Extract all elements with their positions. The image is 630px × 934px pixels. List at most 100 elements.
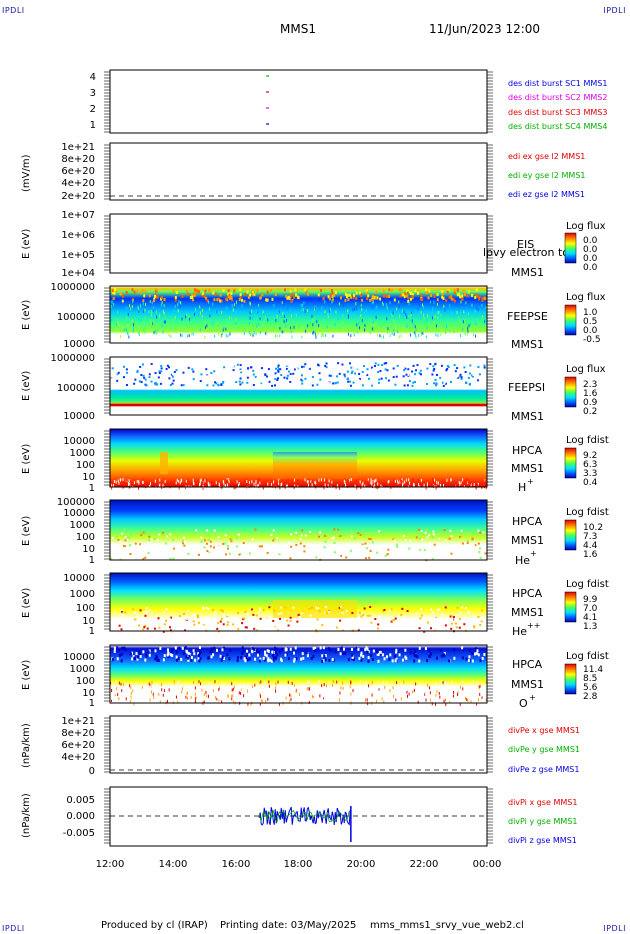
hpca-hepp-colorbar — [564, 591, 577, 623]
hpca-hepp-cbar-tick: 7.0 — [583, 604, 598, 614]
edi-legend-ey: edi ey gse l2 MMS1 — [508, 171, 586, 180]
hpca-hepp-ytick: 1000 — [70, 589, 95, 600]
panel-hpca-he: 100000 10000 1000 100 10 1 E (eV) HPCA M… — [21, 497, 609, 567]
dist-ytick-1: 1 — [90, 120, 96, 131]
hpca-h-ytick: 100 — [76, 460, 95, 471]
divpe-legend-y: divPe y gse MMS1 — [508, 745, 580, 754]
eis-spacecraft: MMS1 — [511, 266, 544, 279]
edi-ytick: 4e+20 — [61, 178, 95, 189]
panel-edi: 1e+21 8e+20 6e+20 4e+20 2e+20 0 (mV/m) e… — [21, 142, 586, 202]
hpca-h-spacecraft: MMS1 — [511, 462, 544, 475]
hpca-hepp-instrument: HPCA — [512, 587, 543, 600]
divpi-ytick: 0.000 — [66, 811, 95, 822]
hpca-he-ytick: 10000 — [63, 508, 95, 519]
hpca-he-ytick: 1 — [89, 555, 95, 566]
hpca-o-ytick: 10 — [82, 688, 95, 699]
eis-cbar-tick: 0.0 — [583, 245, 598, 255]
dist-ytick-3: 3 — [90, 88, 96, 99]
hpca-he-cbar-tick: 7.3 — [583, 532, 597, 542]
hpca-o-cbar-title: Log fdist — [566, 651, 609, 662]
hpca-he-ytick: 100000 — [57, 497, 95, 508]
feepsi-ylabel: E (eV) — [21, 371, 32, 401]
feepse-ytick: 1000000 — [50, 282, 95, 293]
edi-legend-ez: edi ez gse l2 MMS1 — [508, 190, 585, 199]
hpca-he-spectrogram — [110, 500, 487, 560]
corner-label-top-left: IPDLI — [2, 6, 25, 15]
hpca-o-cbar-tick: 5.6 — [583, 683, 598, 693]
time-tick: 14:00 — [159, 859, 188, 870]
feepsi-cbar-tick: 2.3 — [583, 380, 597, 390]
dist-ytick-2: 2 — [90, 104, 96, 115]
dist-legend-sc1: des dist burst SC1 MMS1 — [508, 79, 607, 88]
hpca-hepp-ylabel: E (eV) — [21, 588, 32, 618]
hpca-o-spacecraft: MMS1 — [511, 678, 544, 691]
hpca-hepp-ytick: 10 — [82, 616, 95, 627]
hpca-h-charge: + — [527, 477, 534, 486]
divpe-ytick: 8e+20 — [61, 728, 95, 739]
hpca-he-cbar-tick: 10.2 — [583, 523, 603, 533]
dist-legend-sc4: des dist burst SC4 MMS4 — [508, 122, 607, 131]
panel-hpca-o: 10000 1000 100 10 1 E (eV) HPCA MMS1 O +… — [21, 644, 609, 710]
hpca-h-instrument: HPCA — [512, 444, 543, 457]
feepsi-colorbar — [564, 376, 577, 408]
hpca-o-instrument: HPCA — [512, 658, 543, 671]
divpe-ytick: 6e+20 — [61, 740, 95, 751]
divpe-ytick: 1e+21 — [61, 716, 95, 727]
feepsi-spacecraft: MMS1 — [511, 410, 544, 423]
eis-colorbar — [564, 232, 577, 264]
divpe-legend-x: divPe x gse MMS1 — [508, 726, 580, 735]
spacecraft-title: MMS1 — [280, 22, 316, 36]
eis-ylabel: E (eV) — [21, 229, 32, 259]
feepse-instrument: FEEPSE — [507, 310, 548, 323]
hpca-he-colorbar — [564, 519, 577, 551]
divpe-legend-z: divPe z gse MMS1 — [508, 765, 579, 774]
feepse-cbar-tick: 0.5 — [583, 317, 597, 327]
hpca-he-ytick: 10 — [82, 544, 95, 555]
feepse-cbar-title: Log flux — [566, 292, 606, 303]
corner-label-top-right: IPDLI — [603, 6, 626, 15]
feepsi-spectrogram — [110, 357, 487, 415]
hpca-o-cbar-tick: 2.8 — [583, 692, 598, 702]
feepse-cbar-tick: 1.0 — [583, 308, 598, 318]
hpca-h-ytick: 1 — [89, 483, 95, 494]
hpca-hepp-ytick: 100 — [76, 603, 95, 614]
corner-label-bottom-right: IPDLI — [603, 924, 626, 933]
feepse-spacecraft: MMS1 — [511, 338, 544, 351]
eis-ytick: 1e+06 — [61, 230, 95, 241]
eis-ytick: 1e+04 — [61, 268, 95, 279]
eis-cbar-tick: 0.0 — [583, 263, 598, 273]
hpca-h-cbar-tick: 9.2 — [583, 451, 597, 461]
hpca-he-charge: + — [530, 549, 537, 558]
feepsi-cbar-tick: 1.6 — [583, 389, 598, 399]
hpca-o-ytick: 10000 — [63, 652, 95, 663]
eis-ytick: 1e+07 — [61, 210, 95, 221]
eis-overlay-text: lpvy electron to — [483, 246, 569, 259]
hpca-he-species: He — [515, 554, 530, 567]
hpca-h-cbar-tick: 0.4 — [583, 478, 598, 488]
divpi-legend-z: divPi z gse MMS1 — [508, 836, 577, 845]
time-tick: 00:00 — [473, 859, 502, 870]
divpe-ytick: 0 — [89, 766, 95, 777]
footer-printing-date: Printing date: 03/May/2025 — [220, 920, 357, 931]
divpi-ylabel: (nPa/km) — [21, 793, 32, 838]
time-tick: 12:00 — [96, 859, 125, 870]
hpca-o-colorbar — [564, 663, 577, 695]
divpe-ylabel: (nPa/km) — [21, 723, 32, 768]
hpca-he-spacecraft: MMS1 — [511, 534, 544, 547]
hpca-h-cbar-title: Log fdist — [566, 435, 609, 446]
divpi-legend-x: divPi x gse MMS1 — [508, 798, 577, 807]
hpca-h-ytick: 10000 — [63, 436, 95, 447]
panel-divpi: 0.005 0.000 -0.005 (nPa/km) divPi x gse … — [21, 786, 577, 847]
hpca-hepp-ytick: 10000 — [63, 573, 95, 584]
feepse-spectrogram — [110, 286, 487, 343]
eis-cbar-title: Log flux — [566, 221, 606, 232]
edi-ytick: 2e+20 — [61, 191, 95, 202]
feepse-ytick: 10000 — [63, 339, 95, 350]
hpca-he-ytick: 100 — [76, 532, 95, 543]
edi-ytick: 1e+21 — [61, 142, 95, 153]
hpca-h-cbar-tick: 6.3 — [583, 460, 597, 470]
footer-script: mms_mms1_srvy_vue_web2.cl — [370, 920, 524, 931]
divpe-ytick: 4e+20 — [61, 752, 95, 763]
hpca-h-colorbar — [564, 447, 577, 479]
